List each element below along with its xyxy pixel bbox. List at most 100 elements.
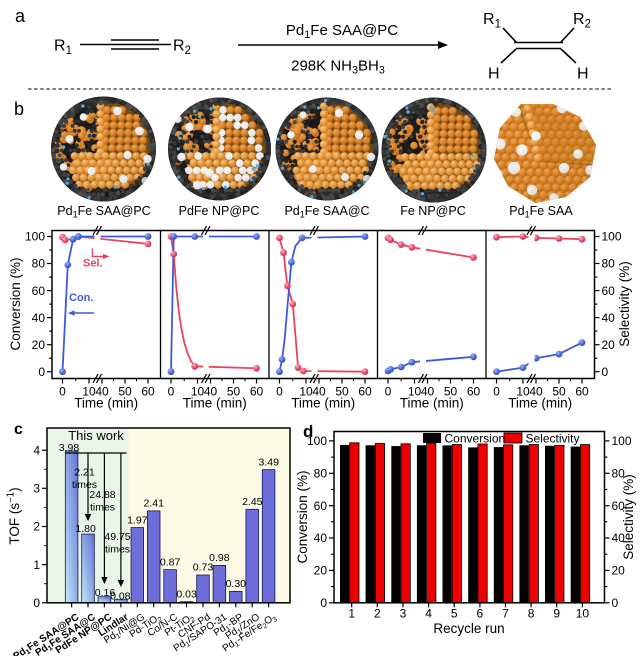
svg-text:H: H xyxy=(577,66,589,83)
svg-text:24.88: 24.88 xyxy=(89,489,115,501)
svg-text:7: 7 xyxy=(502,606,509,620)
svg-text:Time (min): Time (min) xyxy=(508,396,572,411)
svg-text:R2: R2 xyxy=(173,38,191,57)
svg-text:Time (min): Time (min) xyxy=(183,396,247,411)
svg-text:Con.: Con. xyxy=(69,292,93,304)
svg-text:0: 0 xyxy=(602,365,609,379)
svg-text:2.41: 2.41 xyxy=(143,498,164,510)
svg-text:times: times xyxy=(72,479,97,491)
svg-text:298K NH3BH3: 298K NH3BH3 xyxy=(291,58,385,77)
svg-text:b: b xyxy=(14,99,24,119)
svg-text:0: 0 xyxy=(320,596,327,610)
svg-text:Sel.: Sel. xyxy=(83,258,103,270)
svg-text:50: 50 xyxy=(444,385,458,399)
svg-text:2: 2 xyxy=(33,520,40,534)
svg-text:0: 0 xyxy=(33,596,40,610)
svg-text:20: 20 xyxy=(602,338,616,352)
svg-text:2.45: 2.45 xyxy=(242,496,263,508)
svg-text:60: 60 xyxy=(612,499,626,513)
svg-text:60: 60 xyxy=(250,385,264,399)
svg-text:20: 20 xyxy=(314,564,328,578)
svg-text:0: 0 xyxy=(168,385,175,399)
svg-text:10: 10 xyxy=(516,385,530,399)
svg-text:40: 40 xyxy=(529,385,543,399)
svg-text:Time (min): Time (min) xyxy=(74,396,138,411)
svg-text:c: c xyxy=(14,421,23,438)
svg-text:50: 50 xyxy=(227,385,241,399)
svg-text:10: 10 xyxy=(191,385,205,399)
svg-text:50: 50 xyxy=(335,385,349,399)
svg-text:60: 60 xyxy=(32,284,46,298)
svg-text:60: 60 xyxy=(314,499,328,513)
svg-text:0.73: 0.73 xyxy=(193,562,214,574)
svg-text:times: times xyxy=(105,544,130,556)
svg-text:3: 3 xyxy=(33,482,40,496)
svg-text:R1: R1 xyxy=(54,38,72,57)
svg-text:0.87: 0.87 xyxy=(160,556,181,568)
svg-text:60: 60 xyxy=(575,385,589,399)
svg-text:a: a xyxy=(15,6,26,26)
svg-text:4: 4 xyxy=(33,443,40,457)
svg-text:50: 50 xyxy=(118,385,132,399)
svg-text:40: 40 xyxy=(314,531,328,545)
svg-text:Recycle run: Recycle run xyxy=(433,621,504,636)
svg-text:1.80: 1.80 xyxy=(75,523,96,535)
svg-text:times: times xyxy=(90,502,115,514)
svg-text:40: 40 xyxy=(612,531,626,545)
svg-text:9: 9 xyxy=(553,606,560,620)
svg-text:Conversion (%): Conversion (%) xyxy=(295,470,310,563)
svg-text:40: 40 xyxy=(312,385,326,399)
svg-text:5: 5 xyxy=(451,606,458,620)
svg-text:Selectivity: Selectivity xyxy=(526,432,580,446)
svg-text:0.16: 0.16 xyxy=(95,587,116,599)
svg-text:This work: This work xyxy=(68,428,124,443)
svg-text:80: 80 xyxy=(602,257,616,271)
svg-text:2.21: 2.21 xyxy=(74,467,95,479)
svg-text:0.98: 0.98 xyxy=(209,552,230,564)
svg-text:80: 80 xyxy=(612,467,626,481)
svg-text:80: 80 xyxy=(32,257,46,271)
svg-text:8: 8 xyxy=(528,606,535,620)
svg-text:3.98: 3.98 xyxy=(59,442,80,454)
svg-text:3.49: 3.49 xyxy=(258,457,279,469)
svg-text:1: 1 xyxy=(33,558,40,572)
svg-text:6: 6 xyxy=(477,606,484,620)
svg-text:H: H xyxy=(488,66,500,83)
svg-text:0: 0 xyxy=(612,596,619,610)
svg-text:40: 40 xyxy=(204,385,218,399)
svg-text:0: 0 xyxy=(385,385,392,399)
svg-text:60: 60 xyxy=(467,385,481,399)
svg-text:0: 0 xyxy=(276,385,283,399)
svg-text:0.30: 0.30 xyxy=(226,578,247,590)
svg-text:60: 60 xyxy=(358,385,372,399)
svg-text:49.75: 49.75 xyxy=(104,531,130,543)
svg-text:Time (min): Time (min) xyxy=(400,396,464,411)
svg-text:PdFe NP@PC: PdFe NP@PC xyxy=(179,204,260,218)
svg-text:100: 100 xyxy=(307,434,327,448)
svg-text:0.08: 0.08 xyxy=(110,591,131,603)
svg-text:Time (min): Time (min) xyxy=(291,396,355,411)
svg-text:40: 40 xyxy=(32,311,46,325)
svg-text:40: 40 xyxy=(95,385,109,399)
svg-text:R1: R1 xyxy=(483,11,501,30)
svg-text:Pd1Fe SAA@PC: Pd1Fe SAA@PC xyxy=(286,22,398,41)
svg-text:d: d xyxy=(303,422,313,441)
svg-text:20: 20 xyxy=(612,564,626,578)
svg-text:Selectivity (%): Selectivity (%) xyxy=(621,474,636,560)
svg-text:10: 10 xyxy=(82,385,96,399)
svg-text:50: 50 xyxy=(552,385,566,399)
svg-text:Conversion: Conversion xyxy=(445,432,506,446)
svg-text:Pd1Fe SAA@PC: Pd1Fe SAA@PC xyxy=(57,204,150,220)
svg-text:10: 10 xyxy=(408,385,422,399)
svg-text:Pd1Fe SAA@C: Pd1Fe SAA@C xyxy=(284,204,369,220)
svg-text:40: 40 xyxy=(421,385,435,399)
svg-text:Conversion (%): Conversion (%) xyxy=(8,257,23,350)
svg-text:80: 80 xyxy=(314,467,328,481)
svg-text:TOF (s−1): TOF (s−1) xyxy=(6,487,22,544)
svg-text:Fe NP@PC: Fe NP@PC xyxy=(400,204,465,218)
svg-text:20: 20 xyxy=(32,338,46,352)
svg-text:Pd1Fe SAA: Pd1Fe SAA xyxy=(509,204,573,220)
svg-text:4: 4 xyxy=(425,606,432,620)
svg-text:60: 60 xyxy=(141,385,155,399)
svg-text:0: 0 xyxy=(59,385,66,399)
